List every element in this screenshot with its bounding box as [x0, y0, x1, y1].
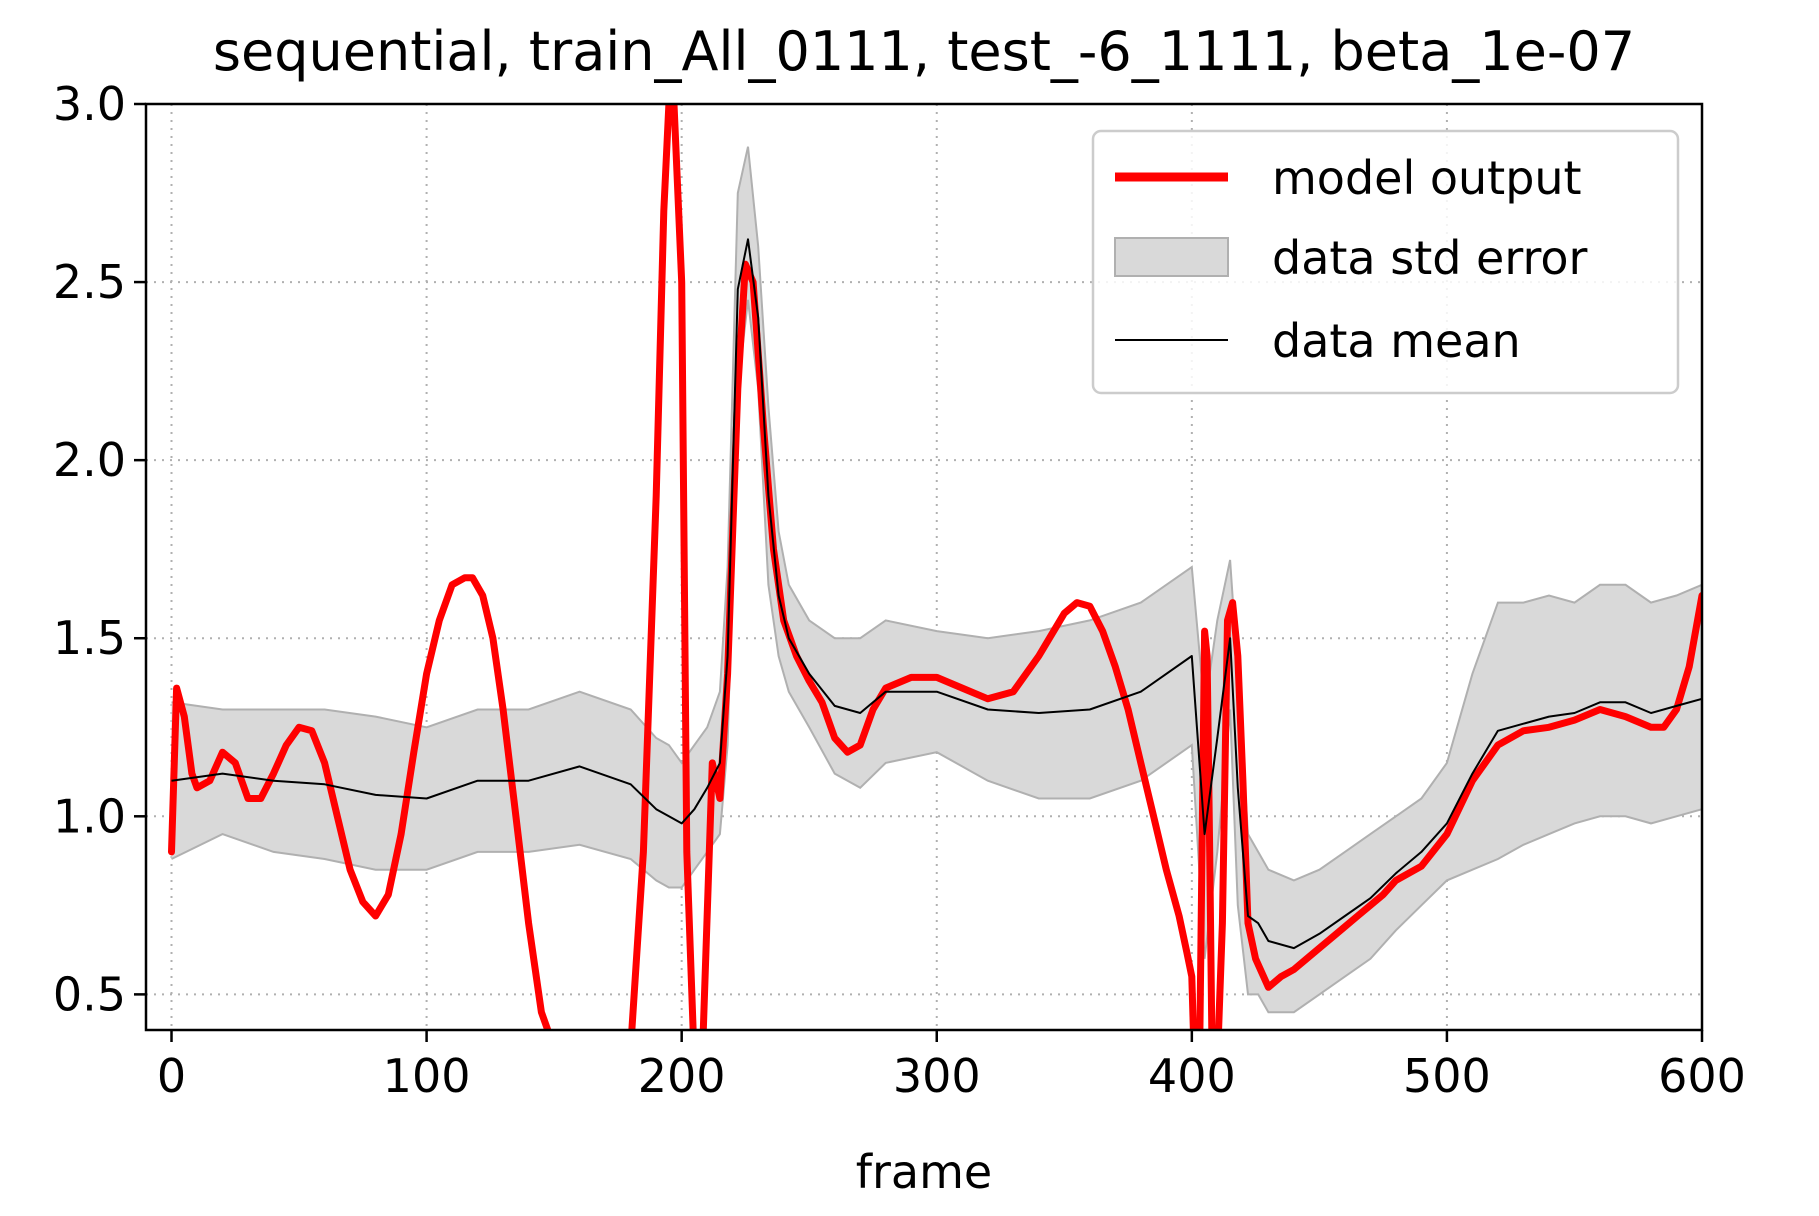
x-tick-label: 300 [893, 1049, 981, 1103]
model-output-line [168, 104, 1702, 1030]
x-tick-label: 200 [638, 1049, 726, 1103]
data-mean-line [171, 238, 1702, 950]
legend-box [1091, 129, 1680, 395]
legend-label-data-mean: data mean [1272, 314, 1521, 368]
y-tick-label: 0.5 [53, 967, 126, 1021]
y-tick-label: 2.0 [53, 433, 126, 487]
x-tick-label: 400 [1148, 1049, 1236, 1103]
legend-swatch-data-std-error [1114, 237, 1229, 277]
legend-label-model-output: model output [1272, 151, 1582, 205]
std-error-band [171, 146, 1702, 1013]
plot-area [168, 104, 1702, 1030]
y-tick-label: 2.5 [53, 255, 126, 309]
x-axis-label: frame [856, 1145, 992, 1199]
x-tick-label: 600 [1658, 1049, 1746, 1103]
axes: 0 100 200 300 400 500 600 0.5 1.0 1.5 2.0 2.5 3.0 [53, 77, 1746, 1103]
x-tick-label: 100 [383, 1049, 471, 1103]
y-tick-label: 3.0 [53, 77, 126, 131]
legend-label-data-std-error: data std error [1272, 231, 1588, 285]
chart-title: sequential, train_All_0111, test_-6_1111… [213, 20, 1635, 83]
std-error-upper-edge [171, 146, 1702, 882]
legend: model output data std error data mean [1091, 129, 1680, 395]
x-tick-label: 0 [157, 1049, 186, 1103]
y-tick-label: 1.5 [53, 611, 126, 665]
y-tick-label: 1.0 [53, 789, 126, 843]
plot-frame [144, 102, 1704, 1032]
x-tick-label: 500 [1403, 1049, 1491, 1103]
